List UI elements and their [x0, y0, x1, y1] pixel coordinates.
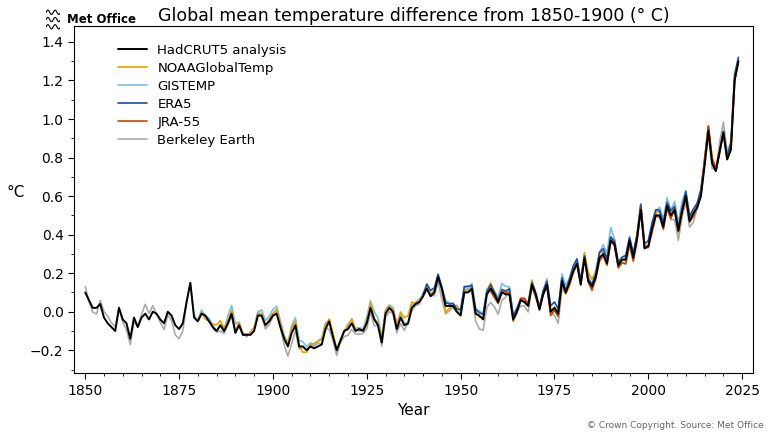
Line: HadCRUT5 analysis: HadCRUT5 analysis: [85, 61, 738, 350]
ERA5: [719, 129, 728, 134]
Berkeley Earth: [133, 324, 142, 329]
NOAAGlobalTemp: [197, 310, 206, 316]
ERA5: [471, 306, 480, 311]
Berkeley Earth: [568, 268, 578, 273]
GISTEMP: [332, 348, 341, 353]
GISTEMP: [700, 156, 709, 161]
Title: Global mean temperature difference from 1850-1900 (° C): Global mean temperature difference from …: [158, 7, 670, 25]
HadCRUT5 analysis: [313, 344, 323, 349]
HadCRUT5 analysis: [268, 313, 277, 318]
HadCRUT5 analysis: [568, 269, 578, 274]
Berkeley Earth: [268, 314, 277, 319]
JRA-55: [733, 59, 743, 64]
NOAAGlobalTemp: [700, 157, 709, 162]
X-axis label: Year: Year: [397, 403, 430, 418]
GISTEMP: [194, 317, 203, 322]
JRA-55: [528, 285, 537, 290]
NOAAGlobalTemp: [194, 318, 203, 323]
Berkeley Earth: [283, 354, 293, 359]
ERA5: [419, 292, 428, 297]
HadCRUT5 analysis: [636, 207, 645, 212]
GISTEMP: [606, 225, 615, 230]
Berkeley Earth: [81, 284, 90, 289]
GISTEMP: [197, 307, 206, 312]
ERA5: [508, 313, 518, 319]
GISTEMP: [733, 57, 743, 62]
NOAAGlobalTemp: [220, 326, 229, 331]
NOAAGlobalTemp: [621, 257, 631, 262]
HadCRUT5 analysis: [733, 59, 743, 64]
Line: NOAAGlobalTemp: NOAAGlobalTemp: [198, 62, 738, 352]
ERA5: [733, 55, 743, 60]
Berkeley Earth: [636, 206, 645, 211]
NOAAGlobalTemp: [606, 237, 615, 243]
Berkeley Earth: [733, 58, 743, 63]
JRA-55: [520, 296, 529, 301]
NOAAGlobalTemp: [508, 316, 518, 322]
HadCRUT5 analysis: [81, 290, 90, 295]
Line: GISTEMP: GISTEMP: [198, 60, 738, 351]
Line: JRA-55: JRA-55: [491, 62, 738, 321]
GISTEMP: [508, 312, 518, 317]
Text: Met Office: Met Office: [67, 13, 136, 26]
GISTEMP: [220, 329, 229, 335]
ERA5: [531, 290, 541, 295]
Legend: HadCRUT5 analysis, NOAAGlobalTemp, GISTEMP, ERA5, JRA-55, Berkeley Earth: HadCRUT5 analysis, NOAAGlobalTemp, GISTE…: [118, 43, 286, 147]
JRA-55: [591, 276, 601, 282]
Line: Berkeley Earth: Berkeley Earth: [85, 60, 738, 356]
ERA5: [516, 296, 525, 302]
HadCRUT5 analysis: [512, 309, 521, 314]
NOAAGlobalTemp: [298, 350, 307, 355]
NOAAGlobalTemp: [733, 59, 743, 65]
Y-axis label: °C: °C: [7, 185, 25, 200]
JRA-55: [602, 263, 611, 268]
Berkeley Earth: [313, 340, 323, 345]
HadCRUT5 analysis: [133, 325, 142, 330]
Berkeley Earth: [512, 309, 521, 314]
GISTEMP: [621, 254, 631, 259]
ERA5: [520, 296, 529, 301]
Text: © Crown Copyright. Source: Met Office: © Crown Copyright. Source: Met Office: [588, 421, 764, 430]
HadCRUT5 analysis: [302, 348, 311, 353]
JRA-55: [508, 319, 518, 324]
JRA-55: [486, 289, 495, 294]
ERA5: [580, 253, 589, 259]
JRA-55: [677, 208, 687, 214]
JRA-55: [719, 130, 728, 135]
Line: ERA5: ERA5: [423, 57, 738, 316]
